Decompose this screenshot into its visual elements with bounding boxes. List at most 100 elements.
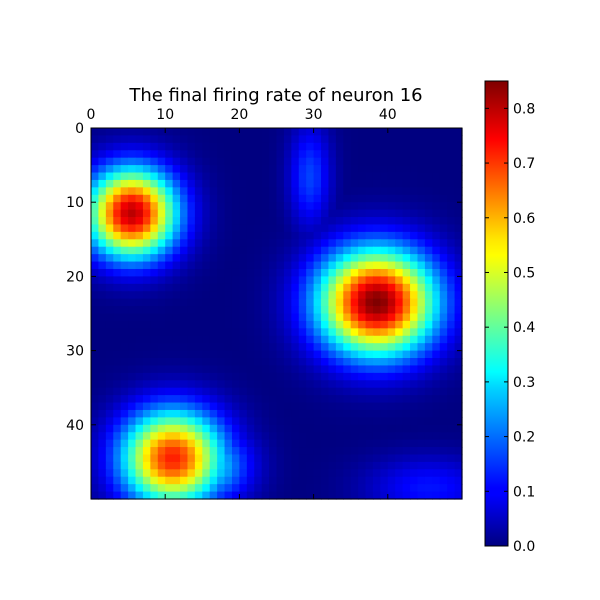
heatmap-cell xyxy=(387,380,396,389)
heatmap-cell xyxy=(343,172,352,181)
heatmap-cell xyxy=(424,372,433,381)
heatmap-cell xyxy=(283,417,292,426)
heatmap-cell xyxy=(447,432,456,441)
heatmap-cell xyxy=(157,217,166,226)
heatmap-cell xyxy=(142,306,151,315)
heatmap-cell xyxy=(365,179,374,188)
heatmap-cell xyxy=(328,209,337,218)
heatmap-cell xyxy=(128,291,137,300)
heatmap-cell xyxy=(432,372,441,381)
heatmap-cell xyxy=(395,179,404,188)
heatmap-cell xyxy=(187,157,196,166)
heatmap-cell xyxy=(439,461,448,470)
heatmap-cell xyxy=(424,469,433,478)
heatmap-cell xyxy=(165,313,174,322)
heatmap-cell xyxy=(91,320,100,329)
heatmap-cell xyxy=(239,217,248,226)
heatmap-cell xyxy=(439,454,448,463)
heatmap-cell xyxy=(402,343,411,352)
heatmap-cell xyxy=(432,239,441,248)
heatmap-cell xyxy=(313,461,322,470)
heatmap-cell xyxy=(454,224,463,233)
heatmap-cell xyxy=(135,491,144,500)
heatmap-cell xyxy=(358,217,367,226)
heatmap-cell xyxy=(447,372,456,381)
heatmap-cell xyxy=(298,239,307,248)
heatmap-cell xyxy=(180,165,189,174)
heatmap-cell xyxy=(417,298,426,307)
heatmap-cell xyxy=(402,209,411,218)
heatmap-cell xyxy=(432,202,441,211)
heatmap-cell xyxy=(387,150,396,159)
heatmap-cell xyxy=(254,224,263,233)
heatmap-cell xyxy=(202,313,211,322)
heatmap-cell xyxy=(365,424,374,433)
heatmap-cell xyxy=(165,202,174,211)
heatmap-cell xyxy=(380,246,389,255)
heatmap-cell xyxy=(239,395,248,404)
heatmap-cell xyxy=(150,484,159,493)
heatmap-cell xyxy=(276,187,285,196)
heatmap-cell xyxy=(91,432,100,441)
heatmap-cell xyxy=(395,365,404,374)
heatmap-cell xyxy=(187,484,196,493)
heatmap-cell xyxy=(417,261,426,270)
heatmap-cell xyxy=(424,142,433,151)
heatmap-cell xyxy=(194,372,203,381)
heatmap-cell xyxy=(372,135,381,144)
heatmap-cell xyxy=(165,306,174,315)
heatmap-cell xyxy=(343,142,352,151)
heatmap-cell xyxy=(135,365,144,374)
heatmap-cell xyxy=(150,350,159,359)
heatmap-cell xyxy=(128,335,137,344)
heatmap-cell xyxy=(165,239,174,248)
heatmap-cell xyxy=(105,461,114,470)
heatmap-cell xyxy=(209,358,218,367)
heatmap-cell xyxy=(239,358,248,367)
heatmap-cell xyxy=(165,157,174,166)
heatmap-cell xyxy=(172,142,181,151)
heatmap-cell xyxy=(321,395,330,404)
heatmap-cell xyxy=(187,187,196,196)
heatmap-cell xyxy=(231,261,240,270)
heatmap-cell xyxy=(380,439,389,448)
heatmap-cell xyxy=(165,142,174,151)
heatmap-cell xyxy=(410,313,419,322)
heatmap-cell xyxy=(120,491,129,500)
heatmap-cell xyxy=(306,187,315,196)
heatmap-cell xyxy=(231,320,240,329)
heatmap-cell xyxy=(224,417,233,426)
heatmap-cell xyxy=(454,254,463,263)
heatmap-cell xyxy=(447,187,456,196)
heatmap-cell xyxy=(254,306,263,315)
heatmap-cell xyxy=(150,432,159,441)
heatmap-cell xyxy=(165,439,174,448)
heatmap-cell xyxy=(135,402,144,411)
heatmap-cell xyxy=(358,179,367,188)
heatmap-cell xyxy=(306,298,315,307)
heatmap-cell xyxy=(372,469,381,478)
heatmap-cell xyxy=(120,447,129,456)
heatmap-cell xyxy=(276,461,285,470)
heatmap-cell xyxy=(313,157,322,166)
heatmap-cell xyxy=(276,202,285,211)
heatmap-cell xyxy=(432,179,441,188)
heatmap-cell xyxy=(224,461,233,470)
heatmap-cell xyxy=(447,179,456,188)
heatmap-cell xyxy=(432,135,441,144)
heatmap-cell xyxy=(321,358,330,367)
heatmap-cell xyxy=(380,365,389,374)
heatmap-cell xyxy=(372,417,381,426)
heatmap-cell xyxy=(165,209,174,218)
heatmap-cell xyxy=(321,409,330,418)
heatmap-cell xyxy=(239,283,248,292)
heatmap-cell xyxy=(313,209,322,218)
heatmap-cell xyxy=(313,224,322,233)
heatmap-cell xyxy=(306,276,315,285)
heatmap-cell xyxy=(135,454,144,463)
heatmap-cell xyxy=(372,128,381,137)
heatmap-cell xyxy=(365,135,374,144)
heatmap-cell xyxy=(387,298,396,307)
heatmap-cell xyxy=(135,335,144,344)
heatmap-cell xyxy=(417,165,426,174)
